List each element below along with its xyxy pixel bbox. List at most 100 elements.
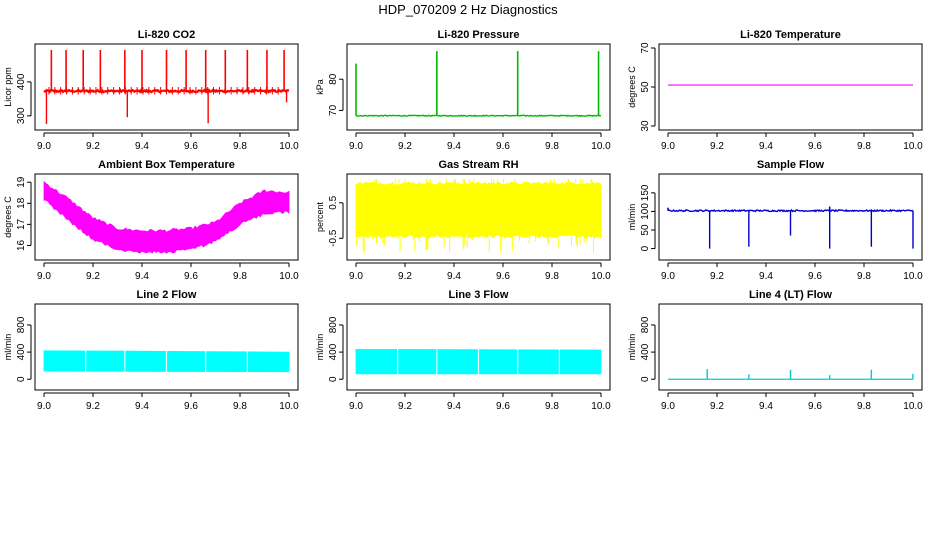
y-axis: 300 400 bbox=[16, 73, 32, 124]
x-tick-label: 9.0 bbox=[349, 271, 363, 282]
chart-panel-5: Gas Stream RH percent 9.0 9.2 9.4 9.6 9.8 10.0 -… bbox=[315, 159, 611, 282]
y-tick-label: 70 bbox=[640, 42, 651, 54]
x-tick-label: 10.0 bbox=[903, 141, 923, 152]
y-axis: 16 17 18 19 bbox=[16, 176, 32, 251]
x-tick-label: 9.0 bbox=[349, 141, 363, 152]
x-tick-label: 9.4 bbox=[135, 141, 149, 152]
y-tick-label: 70 bbox=[328, 104, 339, 116]
y-tick-label: 800 bbox=[16, 316, 27, 333]
y-axis: 0 400 800 bbox=[328, 316, 344, 382]
y-tick-label: 300 bbox=[16, 107, 27, 124]
data-series-line bbox=[356, 114, 602, 118]
y-axis: 30 50 70 bbox=[640, 42, 656, 132]
x-tick-label: 9.6 bbox=[496, 401, 510, 412]
y-axis-label: degrees C bbox=[627, 66, 637, 108]
chart-panel-9: Line 4 (LT) Flow ml/min 9.0 9.2 9.4 9.6 9.8 10.… bbox=[627, 289, 923, 412]
y-axis-label: kPa bbox=[315, 79, 325, 95]
panel-title: Gas Stream RH bbox=[438, 159, 518, 171]
y-axis-label: Licor ppm bbox=[3, 67, 13, 107]
x-tick-label: 9.4 bbox=[759, 141, 773, 152]
y-axis: -0.5 0.5 bbox=[328, 195, 344, 247]
y-tick-label: 80 bbox=[328, 73, 339, 85]
y-tick-label: 0 bbox=[16, 376, 27, 382]
y-tick-label: 19 bbox=[16, 176, 27, 188]
panel-title: Li-820 Temperature bbox=[740, 29, 841, 41]
y-tick-label: 400 bbox=[16, 73, 27, 90]
x-tick-label: 9.6 bbox=[808, 141, 822, 152]
x-tick-label: 9.2 bbox=[710, 141, 724, 152]
x-tick-label: 9.0 bbox=[37, 271, 51, 282]
x-tick-label: 9.0 bbox=[37, 141, 51, 152]
plot-frame bbox=[34, 173, 299, 261]
x-tick-label: 9.6 bbox=[496, 271, 510, 282]
x-axis: 9.0 9.2 9.4 9.6 9.8 10.0 bbox=[349, 262, 611, 282]
panel-title: Li-820 Pressure bbox=[438, 29, 520, 41]
y-tick-label: -0.5 bbox=[328, 229, 339, 247]
y-tick-label: 17 bbox=[16, 218, 27, 230]
x-tick-label: 10.0 bbox=[591, 141, 611, 152]
x-tick-label: 9.8 bbox=[233, 141, 247, 152]
x-tick-label: 9.2 bbox=[86, 401, 100, 412]
y-tick-label: 50 bbox=[640, 81, 651, 93]
data-series-area bbox=[43, 180, 290, 254]
x-tick-label: 9.0 bbox=[661, 271, 675, 282]
x-tick-label: 9.2 bbox=[398, 401, 412, 412]
x-tick-label: 9.2 bbox=[710, 401, 724, 412]
x-tick-label: 10.0 bbox=[903, 271, 923, 282]
y-tick-label: 50 bbox=[640, 224, 651, 236]
plot-frame bbox=[346, 173, 611, 261]
y-axis-label: degrees C bbox=[3, 196, 13, 238]
y-tick-label: 18 bbox=[16, 197, 27, 209]
x-tick-label: 9.0 bbox=[349, 401, 363, 412]
x-axis: 9.0 9.2 9.4 9.6 9.8 10.0 bbox=[349, 132, 611, 152]
y-axis: 0 400 800 bbox=[16, 316, 32, 382]
y-tick-label: 400 bbox=[16, 343, 27, 360]
x-tick-label: 9.6 bbox=[808, 401, 822, 412]
panel-title: Li-820 CO2 bbox=[138, 29, 195, 41]
y-tick-label: 800 bbox=[328, 316, 339, 333]
x-tick-label: 9.6 bbox=[184, 141, 198, 152]
x-tick-label: 9.8 bbox=[857, 401, 871, 412]
x-tick-label: 9.6 bbox=[808, 271, 822, 282]
y-tick-label: 0 bbox=[640, 245, 651, 251]
plot-frame bbox=[34, 303, 299, 391]
x-tick-label: 9.4 bbox=[135, 271, 149, 282]
y-axis-label: percent bbox=[315, 201, 325, 232]
y-tick-label: 800 bbox=[640, 316, 651, 333]
x-tick-label: 9.6 bbox=[184, 271, 198, 282]
y-tick-label: 30 bbox=[640, 120, 651, 132]
x-tick-label: 9.8 bbox=[857, 271, 871, 282]
x-tick-label: 10.0 bbox=[279, 141, 299, 152]
plot-frame bbox=[346, 303, 611, 391]
x-tick-label: 9.2 bbox=[398, 271, 412, 282]
x-axis: 9.0 9.2 9.4 9.6 9.8 10.0 bbox=[349, 392, 611, 412]
x-tick-label: 9.2 bbox=[86, 141, 100, 152]
x-axis: 9.0 9.2 9.4 9.6 9.8 10.0 bbox=[37, 262, 299, 282]
y-tick-label: 150 bbox=[640, 184, 651, 201]
x-tick-label: 9.4 bbox=[135, 401, 149, 412]
x-tick-label: 9.4 bbox=[759, 271, 773, 282]
x-tick-label: 10.0 bbox=[279, 401, 299, 412]
y-tick-label: 0 bbox=[640, 376, 651, 382]
x-axis: 9.0 9.2 9.4 9.6 9.8 10.0 bbox=[661, 262, 923, 282]
chart-panel-6: Sample Flow ml/min 9.0 9.2 9.4 9.6 9.8 10.0 0 50 1… bbox=[627, 159, 923, 282]
y-tick-label: 0 bbox=[328, 376, 339, 382]
plot-frame bbox=[658, 173, 923, 261]
plot-frame bbox=[34, 43, 299, 131]
x-tick-label: 10.0 bbox=[279, 271, 299, 282]
x-tick-label: 9.4 bbox=[447, 141, 461, 152]
panel-title: Ambient Box Temperature bbox=[98, 159, 235, 171]
y-axis: 0 50 100 150 bbox=[640, 184, 656, 251]
x-tick-label: 9.6 bbox=[184, 401, 198, 412]
chart-panel-2: Li-820 Pressure kPa 9.0 9.2 9.4 9.6 9.8 10.0 70 8… bbox=[315, 29, 611, 152]
x-tick-label: 9.0 bbox=[661, 401, 675, 412]
x-axis: 9.0 9.2 9.4 9.6 9.8 10.0 bbox=[661, 392, 923, 412]
chart-panel-1: Li-820 CO2 Licor ppm 9.0 9.2 9.4 9.6 9.8 10.0 30… bbox=[3, 29, 299, 152]
data-series-area bbox=[355, 181, 602, 239]
x-tick-label: 9.8 bbox=[233, 401, 247, 412]
x-tick-label: 9.2 bbox=[710, 271, 724, 282]
y-tick-label: 16 bbox=[16, 239, 27, 251]
